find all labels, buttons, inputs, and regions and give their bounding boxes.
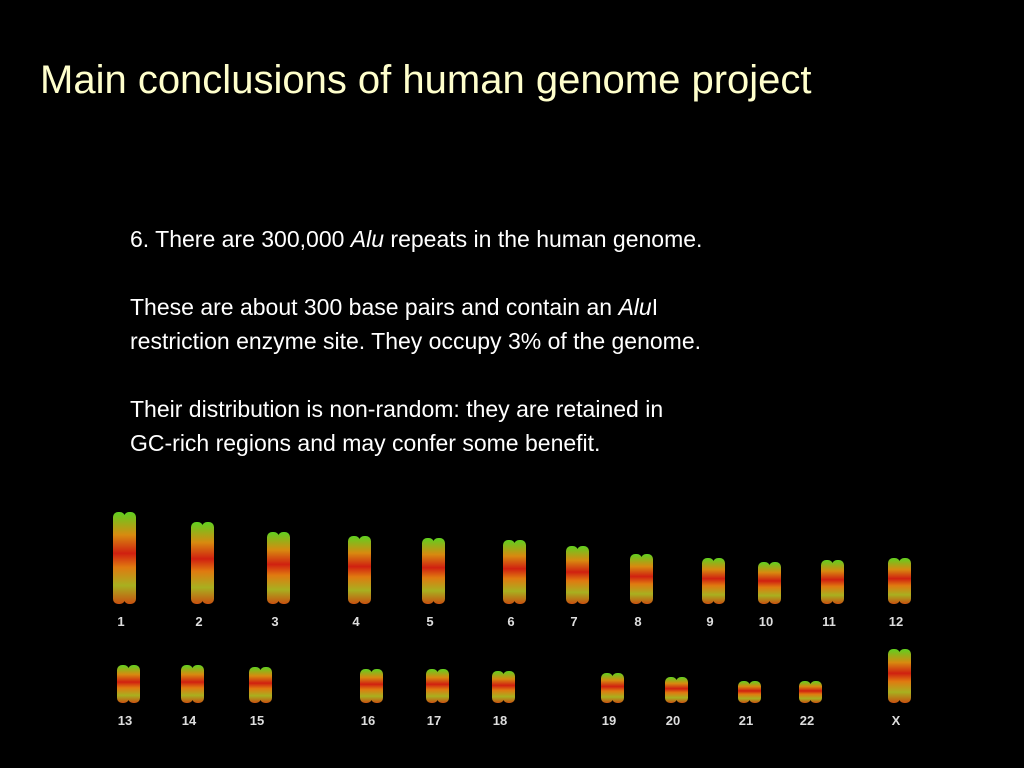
chromosome	[359, 536, 371, 604]
chromosome	[437, 669, 449, 703]
chromosome-label: 13	[118, 713, 132, 728]
chromosome	[360, 669, 372, 703]
chromosome-label: 19	[602, 713, 616, 728]
chromosome	[665, 677, 677, 703]
chromosome	[832, 560, 844, 604]
text-line: 6. There are 300,000 Alu repeats in the …	[130, 222, 890, 256]
text: restriction enzyme site. They occupy 3% …	[130, 328, 702, 354]
text: repeats in the human genome.	[384, 226, 703, 252]
chromosome	[566, 546, 578, 604]
chromosome	[422, 538, 434, 604]
chromosome	[128, 665, 140, 703]
chromosome	[191, 522, 203, 604]
chromosome	[433, 538, 445, 604]
chromosome-label: 9	[706, 614, 713, 629]
chromosome	[821, 560, 833, 604]
chromosome	[260, 667, 272, 703]
text: These are about 300 base pairs and conta…	[130, 294, 619, 320]
chromosome	[601, 673, 613, 703]
chromosome	[577, 546, 589, 604]
chromosome	[810, 681, 822, 703]
chromosome-label: 20	[666, 713, 680, 728]
chromosome	[514, 540, 526, 604]
chromosome	[713, 558, 725, 604]
chromosome	[117, 665, 129, 703]
text: GC-rich regions and may confer some bene…	[130, 430, 601, 456]
chromosome	[278, 532, 290, 604]
chromosome-label: 17	[427, 713, 441, 728]
chromosome	[371, 669, 383, 703]
chromosome	[749, 681, 761, 703]
slide-body: 6. There are 300,000 Alu repeats in the …	[130, 222, 890, 494]
chromosome	[702, 558, 714, 604]
paragraph: Their distribution is non-random: they a…	[130, 392, 890, 460]
chromosome-label: 16	[361, 713, 375, 728]
chromosome-label: 21	[739, 713, 753, 728]
chromosome	[124, 512, 136, 604]
chromosome-label: 3	[271, 614, 278, 629]
chromosome	[738, 681, 750, 703]
chromosome-label: 15	[250, 713, 264, 728]
chromosome-label: X	[892, 713, 901, 728]
chromosome	[676, 677, 688, 703]
chromosome-label: 10	[759, 614, 773, 629]
paragraph: These are about 300 base pairs and conta…	[130, 290, 890, 358]
text: 6. There are 300,000	[130, 226, 351, 252]
chromosome	[426, 669, 438, 703]
chromosome-label: 12	[889, 614, 903, 629]
chromosome-label: 8	[634, 614, 641, 629]
chromosome-label: 7	[570, 614, 577, 629]
slide-title: Main conclusions of human genome project	[40, 58, 812, 102]
italic-text: Alu	[618, 294, 652, 320]
text: I	[651, 294, 659, 320]
chromosome	[630, 554, 642, 604]
chromosome	[181, 665, 193, 703]
chromosome	[888, 649, 900, 703]
chromosome	[899, 649, 911, 703]
text-line: These are about 300 base pairs and conta…	[130, 290, 890, 324]
chromosome	[769, 562, 781, 604]
chromosome	[267, 532, 279, 604]
chromosome-label: 1	[117, 614, 124, 629]
chromosome	[899, 558, 911, 604]
chromosome	[888, 558, 900, 604]
text-line: restriction enzyme site. They occupy 3% …	[130, 324, 890, 358]
chromosome-label: 4	[352, 614, 360, 629]
chromosome	[799, 681, 811, 703]
chromosome	[113, 512, 125, 604]
chromosome-label: 11	[822, 614, 836, 629]
chromosome	[348, 536, 360, 604]
paragraph: 6. There are 300,000 Alu repeats in the …	[130, 222, 890, 256]
chromosome-label: 6	[507, 614, 514, 629]
chromosome	[202, 522, 214, 604]
text: Their distribution is non-random: they a…	[130, 396, 664, 422]
chromosome	[641, 554, 653, 604]
chromosome-label: 5	[426, 614, 433, 629]
chromosome	[492, 671, 504, 703]
chromosome	[249, 667, 261, 703]
chromosome-label: 2	[195, 614, 202, 629]
chromosome	[612, 673, 624, 703]
chromosome	[192, 665, 204, 703]
chromosome-label: 22	[800, 713, 814, 728]
italic-text: Alu	[350, 226, 385, 252]
chromosome-label: 18	[493, 713, 507, 728]
chromosome	[503, 671, 515, 703]
chromosome	[503, 540, 515, 604]
chromosome	[758, 562, 770, 604]
text-line: GC-rich regions and may confer some bene…	[130, 426, 890, 460]
chromosome-label: 14	[182, 713, 197, 728]
text-line: Their distribution is non-random: they a…	[130, 392, 890, 426]
